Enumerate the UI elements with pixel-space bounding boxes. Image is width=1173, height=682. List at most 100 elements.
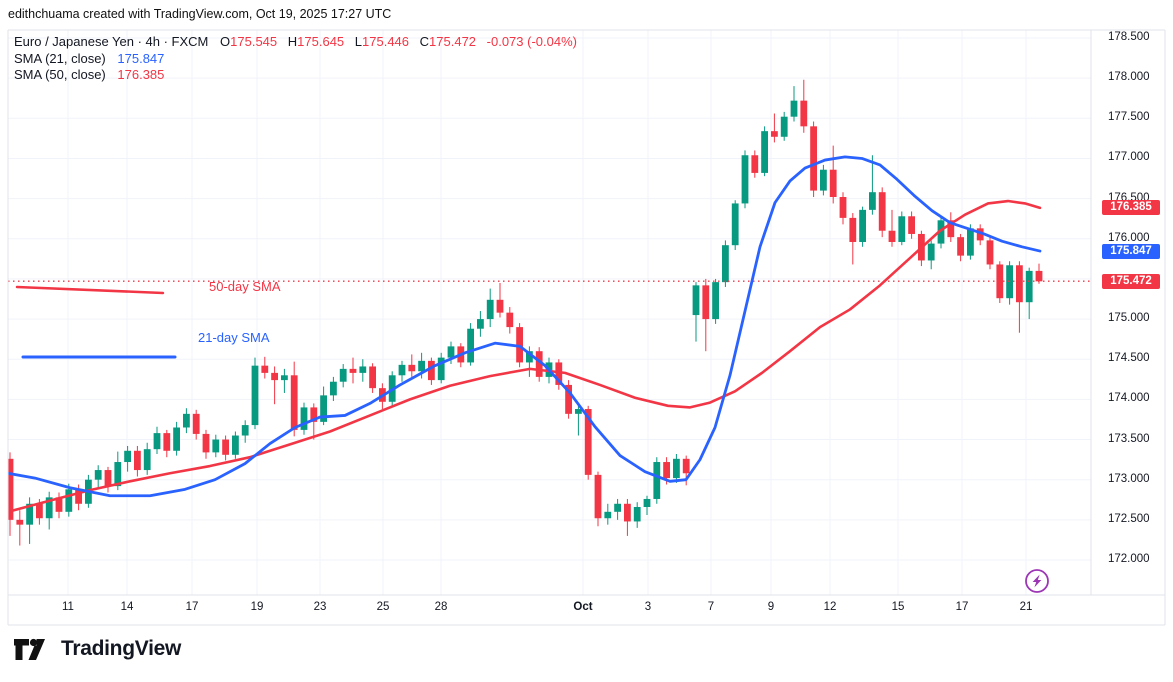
candle-body	[859, 209, 866, 242]
candle-body	[663, 462, 670, 479]
candle-body	[359, 366, 367, 373]
plot-area[interactable]	[7, 30, 1091, 595]
candle-body	[1035, 270, 1043, 282]
tradingview-logo[interactable]: TradingView	[14, 637, 181, 661]
candle-body	[114, 462, 122, 487]
candle-body	[584, 409, 592, 475]
candle-body	[937, 220, 945, 244]
candle-body	[36, 503, 43, 519]
candle-body	[467, 328, 474, 363]
candle-body	[947, 220, 955, 238]
candle-body	[437, 357, 445, 381]
candle-body	[222, 439, 229, 455]
candle-body	[241, 425, 249, 436]
lightning-bolt-glyph[interactable]	[1032, 574, 1042, 588]
ohlc-low-value: 175.446	[362, 34, 410, 49]
ohlc-low-key: L	[354, 34, 363, 49]
annotation-line-50day	[15, 285, 165, 295]
time-axis-label: 25	[376, 601, 390, 613]
sma50-row[interactable]: SMA (50, close) 176.385	[14, 67, 577, 84]
candle-body	[192, 413, 200, 434]
candle-body	[153, 433, 161, 450]
time-axis-label: 19	[250, 601, 264, 613]
candle-body	[604, 511, 612, 519]
candle-body	[780, 116, 788, 137]
candle-body	[369, 366, 376, 389]
candle-body	[565, 384, 572, 414]
time-axis-label: Oct	[573, 601, 593, 613]
time-axis-label: 3	[644, 601, 652, 613]
candle-body	[986, 240, 994, 265]
time-axis-label: 9	[767, 601, 775, 613]
price-axis-label: 172.000	[1108, 553, 1150, 565]
candle-body	[643, 498, 651, 507]
annotation-label-50day-sma[interactable]: 50-day SMA	[209, 279, 281, 294]
candle-body	[261, 365, 269, 373]
candle-body	[349, 368, 357, 373]
candle-body	[996, 264, 1004, 299]
candle-body	[251, 365, 259, 426]
candle-body	[143, 449, 151, 471]
candle-body	[212, 439, 220, 453]
candle-body	[878, 192, 886, 231]
candle-body	[65, 489, 73, 512]
candle-body	[8, 458, 14, 520]
time-axis-label: 28	[434, 601, 448, 613]
ohlc-close-key: C	[419, 34, 430, 49]
candle-body	[614, 503, 621, 512]
candle-body	[428, 360, 435, 381]
change-value: -0.073 (-0.04%)	[486, 34, 577, 49]
candle-body	[134, 450, 141, 471]
time-axis-label: 7	[707, 601, 715, 613]
candle-body	[653, 462, 661, 499]
lightning-icon[interactable]	[1025, 569, 1049, 593]
candle-body	[967, 228, 974, 256]
candle-body	[976, 228, 984, 241]
time-axis[interactable]: 11 14 17 19 23 25 28 Oct 3 7 9 12 15 17 21	[8, 595, 1091, 625]
candle-body	[418, 360, 425, 372]
candle-body	[26, 503, 33, 525]
candle-body	[633, 506, 641, 522]
candle-body	[45, 497, 53, 519]
candle-body	[849, 217, 857, 242]
candle-body	[1006, 265, 1013, 299]
price-axis-label: 173.500	[1108, 432, 1150, 445]
price-axis[interactable]: 178.500 178.000 177.500 177.000 176.500 176.0…	[1092, 30, 1166, 595]
price-badge: 175.847	[1102, 243, 1160, 259]
candle-body	[888, 230, 896, 242]
candle-body	[790, 100, 798, 117]
candle-body	[94, 470, 102, 480]
candle-body	[408, 364, 416, 372]
symbol-row[interactable]: Euro / Japanese Yen · 4h · FXCM O175.545…	[14, 34, 577, 51]
price-axis-label: 172.500	[1108, 512, 1150, 525]
candle-body	[486, 299, 494, 320]
tradingview-logo-icon	[14, 638, 45, 660]
candle-body	[555, 362, 563, 385]
sma21-value: 175.847	[117, 50, 165, 66]
sma21-row[interactable]: SMA (21, close) 175.847	[14, 51, 577, 68]
ohlc-open-value: 175.545	[230, 34, 278, 49]
ohlc-close-value: 175.472	[429, 34, 477, 49]
time-axis-label: 17	[955, 601, 969, 613]
candle-body	[330, 381, 337, 396]
sma50-value: 176.385	[117, 67, 165, 82]
candle-body	[290, 375, 298, 430]
candle-body	[124, 450, 131, 463]
candle-body	[1025, 270, 1033, 303]
candle-body	[300, 407, 308, 430]
candle-body	[829, 169, 837, 198]
candle-body	[702, 285, 710, 320]
candle-body	[516, 327, 523, 363]
candle-body	[271, 372, 278, 381]
candle-body	[761, 131, 768, 173]
candle-body	[712, 282, 719, 320]
tradingview-logo-text: TradingView	[61, 637, 182, 660]
annotation-label-21day-sma[interactable]: 21-day SMA	[198, 330, 270, 345]
price-axis-label: 174.500	[1108, 352, 1150, 365]
price-badge: 176.385	[1102, 200, 1160, 216]
time-axis-label: 17	[185, 601, 199, 613]
price-axis-label: 175.000	[1108, 312, 1150, 325]
candle-body	[183, 413, 190, 428]
candle-body	[447, 346, 455, 358]
